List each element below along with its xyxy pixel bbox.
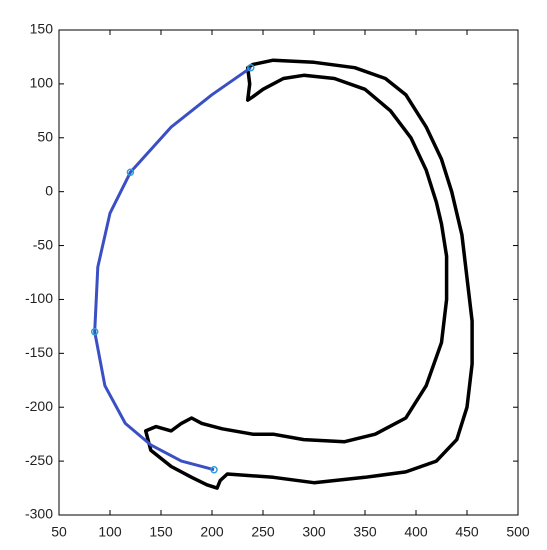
y-tick-label: -50 [33, 236, 53, 252]
y-tick-label: -200 [25, 398, 53, 414]
x-tick-label: 350 [353, 524, 377, 540]
x-tick-label: 100 [98, 524, 122, 540]
x-tick-label: 150 [149, 524, 173, 540]
y-tick-label: -250 [25, 452, 53, 468]
x-tick-label: 200 [200, 524, 224, 540]
x-tick-label: 450 [455, 524, 479, 540]
x-tick-label: 400 [404, 524, 428, 540]
y-tick-label: -150 [25, 344, 53, 360]
control-point [90, 328, 99, 336]
y-tick-label: 100 [30, 75, 54, 91]
contour [143, 58, 474, 490]
curve [93, 66, 252, 472]
control-point [126, 168, 135, 177]
y-tick-label: -300 [25, 506, 53, 522]
x-tick-label: 50 [51, 524, 67, 540]
x-tick-label: 500 [506, 524, 530, 540]
x-tick-label: 300 [302, 524, 326, 540]
y-tick-label: -100 [25, 290, 53, 306]
plot-area [58, 29, 519, 516]
y-tick-label: 150 [30, 21, 54, 37]
y-tick-label: 50 [37, 128, 53, 144]
control-point [210, 465, 218, 474]
x-tick-label: 250 [251, 524, 275, 540]
control-point [247, 63, 255, 72]
y-tick-label: 0 [45, 182, 53, 198]
